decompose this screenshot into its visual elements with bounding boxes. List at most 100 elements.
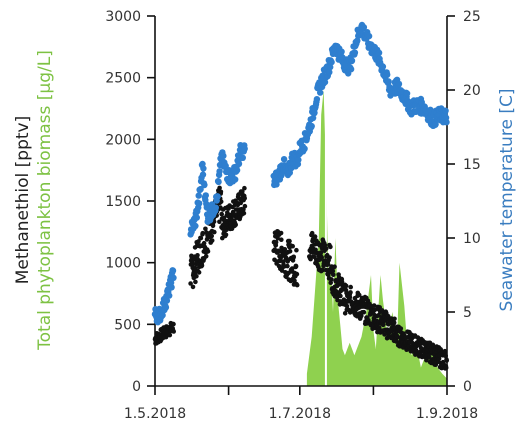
methanethiol-point (293, 264, 299, 269)
temperature-point (403, 90, 411, 97)
temperature-point (351, 49, 359, 56)
left-tick-label: 1000 (105, 256, 141, 272)
temperature-point (170, 274, 177, 281)
temperature-point (169, 267, 177, 274)
temperature-point (192, 222, 199, 230)
methanethiol-point (325, 262, 331, 267)
temperature-point (384, 71, 391, 78)
methanethiol-points (152, 185, 450, 371)
temperature-point (239, 154, 246, 161)
methanethiol-point (326, 272, 331, 278)
methanethiol-point (356, 292, 362, 298)
temperature-point (214, 193, 221, 200)
temperature-point (443, 119, 450, 126)
methanethiol-point (348, 284, 354, 290)
temperature-point (201, 181, 208, 189)
temperature-point (395, 80, 403, 88)
methanethiol-point (328, 244, 333, 250)
methanethiol-point (294, 271, 300, 277)
temperature-points (151, 21, 450, 326)
methanethiol-point (406, 343, 412, 349)
x-tick-label: 1.9.2018 (416, 406, 478, 422)
methanethiol-point (294, 247, 299, 253)
methanethiol-point (392, 316, 397, 322)
methanethiol-point (190, 284, 196, 290)
methanethiol-point (361, 309, 367, 315)
methanethiol-point (282, 247, 288, 252)
temperature-point (328, 58, 335, 66)
temperature-point (233, 167, 241, 174)
methanethiol-point (218, 189, 224, 195)
temperature-point (162, 304, 170, 311)
methanethiol-point (443, 353, 449, 359)
temperature-point (166, 292, 173, 299)
methanethiol-point (278, 230, 284, 236)
temperature-point (308, 122, 315, 130)
temperature-point (338, 48, 345, 55)
right-tick-label: 10 (463, 231, 481, 247)
methanethiol-point (200, 230, 205, 236)
methanethiol-point (205, 249, 211, 254)
methanethiol-point (217, 219, 222, 225)
methanethiol-point (309, 230, 315, 236)
methanethiol-point (209, 233, 214, 239)
left-tick-label: 2000 (105, 132, 141, 148)
methanethiol-point (391, 320, 397, 325)
temperature-point (375, 49, 383, 56)
right-tick-label: 0 (463, 379, 472, 395)
temperature-point (385, 78, 392, 85)
left-tick-label: 0 (132, 379, 141, 395)
methanethiol-point (443, 365, 449, 371)
temperature-point (199, 171, 207, 178)
temperature-point (432, 121, 439, 128)
temperature-point (195, 192, 202, 199)
methanethiol-point (344, 303, 350, 309)
right-tick-label: 20 (463, 83, 481, 99)
temperature-point (212, 204, 219, 211)
methanethiol-point (343, 283, 349, 289)
methanethiol-point (286, 270, 292, 276)
methanethiol-point (171, 321, 176, 327)
methanethiol-point (279, 237, 284, 242)
temperature-point (196, 200, 203, 207)
methanethiol-point (348, 290, 353, 295)
temperature-point (193, 214, 200, 221)
methanethiol-point (195, 253, 200, 258)
temperature-point (317, 89, 324, 96)
left-tick-label: 500 (114, 317, 141, 333)
temperature-point (235, 160, 243, 167)
methanethiol-point (275, 236, 281, 241)
methanethiol-point (210, 223, 216, 229)
methanethiol-point (242, 203, 248, 209)
methanethiol-point (218, 199, 224, 204)
x-tick-label: 1.7.2018 (269, 406, 331, 422)
right-tick-label: 25 (463, 9, 481, 25)
methanethiol-point (233, 222, 238, 228)
methanethiol-point (380, 322, 386, 328)
methanethiol-point (287, 249, 293, 254)
methanethiol-point (294, 282, 300, 288)
methanethiol-point (444, 358, 450, 363)
methanethiol-point (217, 185, 222, 191)
temperature-point (163, 297, 171, 304)
methanethiol-point (193, 279, 198, 285)
temperature-point (241, 145, 248, 152)
temperature-point (295, 156, 302, 164)
temperature-point (168, 284, 175, 291)
temperature-point (216, 168, 223, 175)
methanethiol-point (339, 279, 345, 285)
temperature-point (202, 192, 209, 199)
temperature-point (232, 176, 239, 183)
methanethiol-point (223, 232, 229, 238)
methanethiol-point (359, 313, 364, 319)
methanethiol-point (241, 211, 247, 216)
methanethiol-point (196, 270, 202, 275)
methanethiol-point (285, 263, 290, 269)
methanethiol-point (329, 277, 334, 282)
right-tick-label: 15 (463, 157, 481, 173)
right-y-axis: 0 5 10 15 20 25 (446, 9, 481, 395)
temperature-point (442, 107, 449, 115)
left-y-axis: 0 500 1000 1500 2000 2500 3000 (105, 9, 156, 395)
methanethiol-point (427, 355, 432, 360)
